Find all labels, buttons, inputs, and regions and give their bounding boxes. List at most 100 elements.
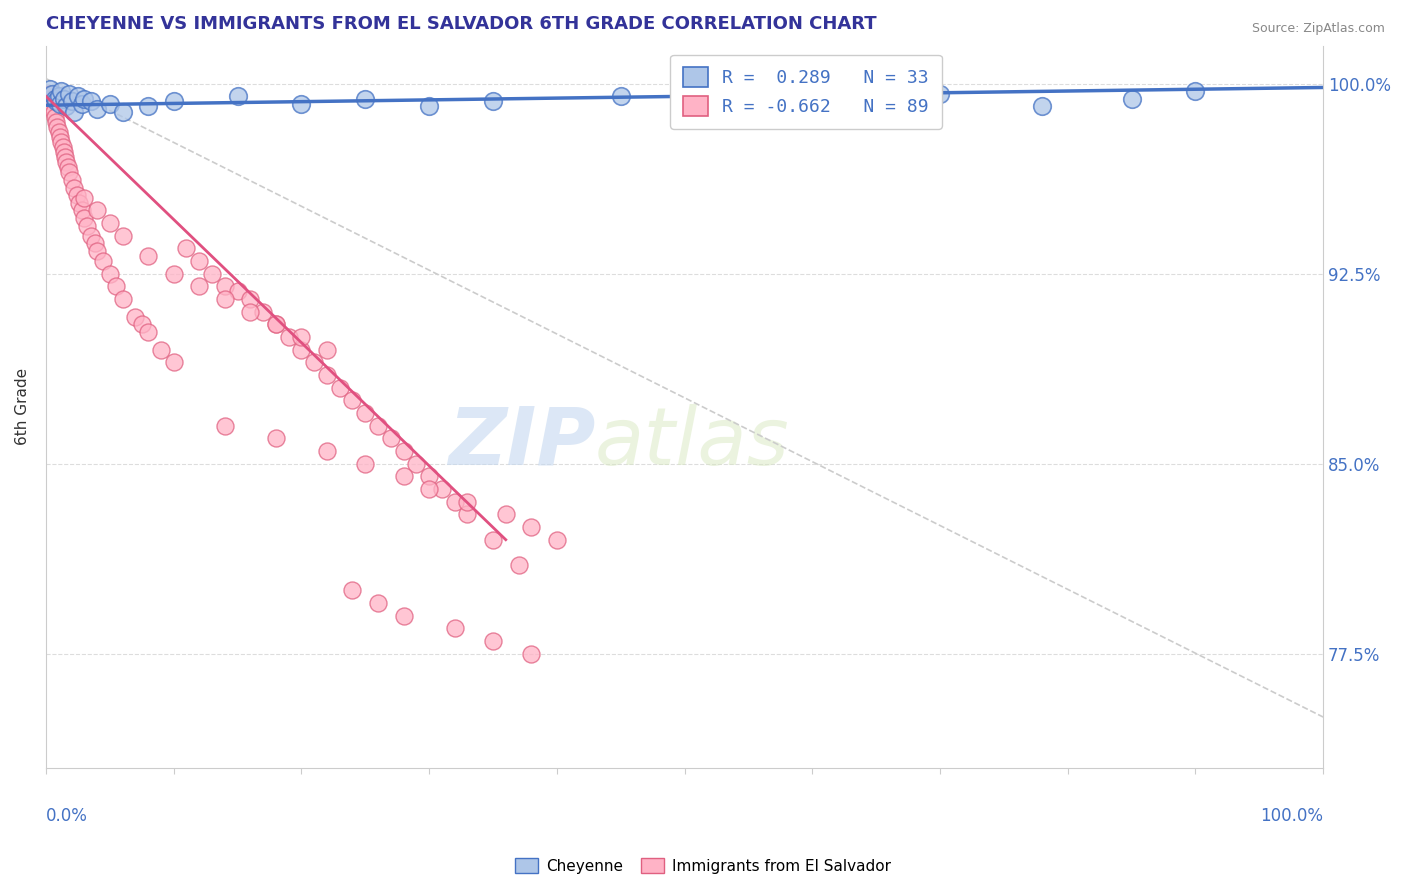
Point: [392, 444, 415, 458]
Point: [111, 104, 134, 119]
Point: [41, 99, 63, 113]
Point: [354, 92, 377, 106]
Point: [354, 406, 377, 420]
Point: [201, 267, 224, 281]
Text: atlas: atlas: [595, 404, 790, 482]
Point: [342, 583, 364, 598]
Text: 0.0%: 0.0%: [46, 807, 87, 825]
Point: [56, 161, 79, 175]
Point: [38, 87, 60, 101]
Point: [93, 254, 115, 268]
Point: [264, 431, 287, 445]
Point: [83, 236, 105, 251]
Point: [111, 228, 134, 243]
Point: [73, 211, 96, 225]
Point: [52, 140, 75, 154]
Point: [63, 180, 86, 194]
Point: [124, 310, 146, 324]
Point: [226, 89, 249, 103]
Point: [76, 219, 98, 233]
Point: [79, 95, 101, 109]
Point: [1184, 84, 1206, 98]
Point: [44, 92, 66, 106]
Point: [41, 87, 63, 101]
Point: [443, 621, 465, 635]
Point: [443, 494, 465, 508]
Point: [482, 95, 505, 109]
Point: [176, 241, 198, 255]
Point: [264, 318, 287, 332]
Point: [239, 304, 262, 318]
Legend: Cheyenne, Immigrants from El Salvador: Cheyenne, Immigrants from El Salvador: [509, 852, 897, 880]
Point: [392, 469, 415, 483]
Point: [70, 97, 93, 112]
Point: [86, 102, 108, 116]
Point: [163, 355, 186, 369]
Point: [48, 125, 70, 139]
Point: [131, 318, 153, 332]
Point: [49, 129, 72, 144]
Point: [367, 418, 389, 433]
Point: [58, 87, 80, 101]
Point: [55, 155, 77, 169]
Point: [60, 95, 83, 109]
Point: [98, 267, 121, 281]
Point: [214, 418, 236, 433]
Point: [49, 97, 72, 112]
Point: [482, 533, 505, 547]
Point: [55, 99, 77, 113]
Point: [111, 292, 134, 306]
Point: [737, 97, 759, 112]
Point: [342, 393, 364, 408]
Point: [136, 325, 159, 339]
Point: [86, 244, 108, 258]
Point: [105, 279, 128, 293]
Point: [418, 99, 440, 113]
Point: [354, 457, 377, 471]
Point: [136, 249, 159, 263]
Point: [264, 318, 287, 332]
Point: [163, 95, 186, 109]
Point: [290, 97, 312, 112]
Point: [290, 343, 312, 357]
Point: [66, 89, 89, 103]
Point: [70, 203, 93, 218]
Point: [39, 95, 62, 109]
Y-axis label: 6th Grade: 6th Grade: [15, 368, 30, 445]
Point: [45, 95, 67, 109]
Point: [290, 330, 312, 344]
Point: [63, 104, 86, 119]
Point: [316, 343, 339, 357]
Point: [239, 292, 262, 306]
Point: [42, 104, 65, 119]
Point: [1031, 99, 1053, 113]
Legend: R =  0.289   N = 33, R = -0.662   N = 89: R = 0.289 N = 33, R = -0.662 N = 89: [671, 54, 942, 128]
Point: [508, 558, 530, 572]
Point: [46, 120, 69, 134]
Point: [67, 195, 90, 210]
Point: [609, 89, 631, 103]
Point: [418, 482, 440, 496]
Text: ZIP: ZIP: [447, 404, 595, 482]
Point: [482, 634, 505, 648]
Point: [73, 92, 96, 106]
Point: [65, 188, 87, 202]
Point: [136, 99, 159, 113]
Point: [456, 494, 478, 508]
Point: [277, 330, 299, 344]
Point: [52, 145, 75, 159]
Point: [58, 165, 80, 179]
Text: 100.0%: 100.0%: [1260, 807, 1323, 825]
Point: [520, 647, 543, 661]
Point: [495, 508, 517, 522]
Point: [430, 482, 453, 496]
Point: [73, 191, 96, 205]
Point: [51, 135, 73, 149]
Point: [546, 533, 568, 547]
Point: [60, 173, 83, 187]
Point: [520, 520, 543, 534]
Point: [405, 457, 427, 471]
Point: [316, 368, 339, 382]
Point: [329, 381, 352, 395]
Text: Source: ZipAtlas.com: Source: ZipAtlas.com: [1251, 22, 1385, 36]
